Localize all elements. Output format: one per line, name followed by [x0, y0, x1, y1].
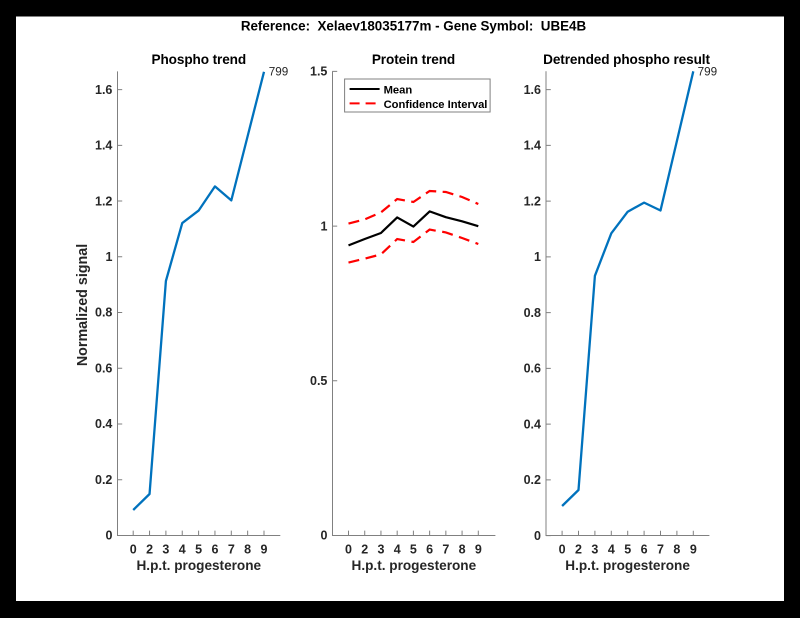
svg-text:7: 7 — [657, 542, 664, 556]
svg-text:0: 0 — [130, 542, 137, 556]
svg-text:7: 7 — [442, 542, 449, 556]
svg-text:0.8: 0.8 — [95, 306, 112, 320]
svg-text:1.4: 1.4 — [524, 139, 541, 153]
svg-text:6: 6 — [211, 542, 218, 556]
svg-text:H.p.t. progesterone: H.p.t. progesterone — [352, 558, 477, 573]
svg-text:9: 9 — [475, 542, 482, 556]
svg-text:Reference: Xelaev18035177m -: Reference: Xelaev18035177m - Gene Symbol… — [241, 19, 587, 34]
svg-text:1.2: 1.2 — [95, 194, 112, 208]
svg-text:0.5: 0.5 — [310, 374, 327, 388]
svg-text:7: 7 — [228, 542, 235, 556]
svg-text:Mean: Mean — [384, 85, 413, 97]
svg-text:5: 5 — [195, 542, 202, 556]
svg-text:0: 0 — [345, 542, 352, 556]
svg-text:Detrended phospho result: Detrended phospho result — [543, 52, 710, 67]
svg-text:0.2: 0.2 — [524, 473, 541, 487]
svg-text:0: 0 — [559, 542, 566, 556]
svg-text:2: 2 — [575, 542, 582, 556]
svg-text:0.6: 0.6 — [95, 361, 112, 375]
svg-text:0.2: 0.2 — [95, 473, 112, 487]
svg-text:9: 9 — [690, 542, 697, 556]
svg-text:8: 8 — [459, 542, 466, 556]
svg-text:8: 8 — [244, 542, 251, 556]
svg-text:1: 1 — [320, 219, 327, 233]
svg-text:1.6: 1.6 — [524, 83, 541, 97]
svg-text:5: 5 — [624, 542, 631, 556]
svg-text:3: 3 — [377, 542, 384, 556]
svg-text:3: 3 — [591, 542, 598, 556]
svg-text:1.2: 1.2 — [524, 194, 541, 208]
svg-text:0.8: 0.8 — [524, 306, 541, 320]
svg-text:H.p.t. progesterone: H.p.t. progesterone — [136, 558, 261, 573]
svg-text:6: 6 — [641, 542, 648, 556]
svg-text:0.6: 0.6 — [524, 362, 541, 376]
svg-text:6: 6 — [426, 542, 433, 556]
svg-text:Normalized signal: Normalized signal — [75, 244, 91, 366]
svg-text:1: 1 — [105, 250, 112, 264]
svg-text:Confidence Interval: Confidence Interval — [384, 99, 488, 111]
svg-text:H.p.t. progesterone: H.p.t. progesterone — [565, 558, 690, 573]
svg-text:2: 2 — [361, 542, 368, 556]
svg-text:0: 0 — [320, 529, 327, 543]
svg-text:799: 799 — [269, 66, 289, 79]
svg-text:2: 2 — [146, 542, 153, 556]
svg-text:1.4: 1.4 — [95, 139, 112, 153]
svg-text:5: 5 — [410, 542, 417, 556]
svg-text:0: 0 — [534, 529, 541, 543]
svg-text:1: 1 — [534, 250, 541, 264]
svg-text:9: 9 — [261, 542, 268, 556]
svg-text:1.6: 1.6 — [95, 83, 112, 97]
svg-text:Phospho trend: Phospho trend — [151, 52, 246, 67]
svg-text:8: 8 — [673, 542, 680, 556]
svg-text:799: 799 — [698, 66, 718, 79]
svg-text:4: 4 — [608, 542, 615, 556]
svg-text:0.4: 0.4 — [524, 417, 541, 431]
svg-text:1.5: 1.5 — [310, 65, 327, 79]
svg-text:4: 4 — [179, 542, 186, 556]
svg-text:0: 0 — [105, 529, 112, 543]
svg-text:Protein trend: Protein trend — [372, 52, 455, 67]
svg-text:0.4: 0.4 — [95, 417, 112, 431]
svg-text:3: 3 — [162, 542, 169, 556]
svg-text:4: 4 — [394, 542, 401, 556]
